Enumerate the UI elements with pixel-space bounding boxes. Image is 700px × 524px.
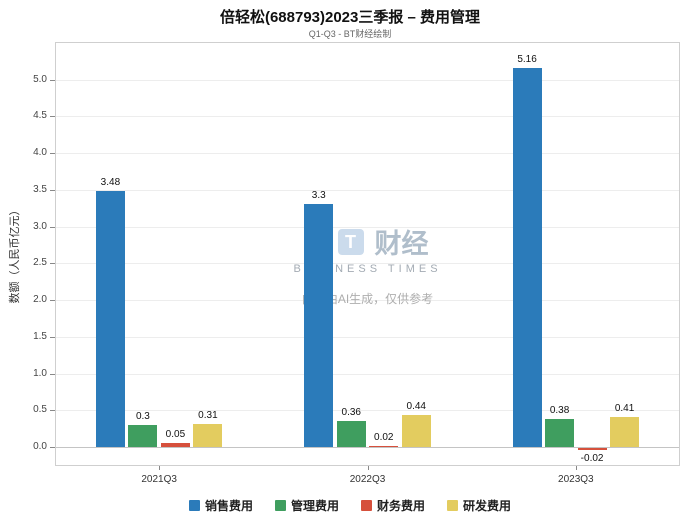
- bar-销售费用: [512, 67, 542, 447]
- bar-管理费用: [545, 419, 575, 447]
- bar-value-label: 3.3: [311, 190, 326, 202]
- bar-研发费用: [193, 424, 223, 447]
- gridline: [56, 153, 679, 154]
- y-tick-label: 5.0: [33, 73, 47, 85]
- gridline: [56, 226, 679, 228]
- y-tick-label: 1.0: [33, 367, 47, 379]
- legend: 销售费用 管理费用 财务费用 研发费用: [0, 497, 700, 514]
- y-tick-mark: [50, 447, 55, 448]
- bar-value-label: 0.36: [341, 406, 361, 418]
- bar-财务费用: [577, 448, 607, 450]
- legend-label: 研发费用: [463, 499, 512, 513]
- bar-value-label: 5.16: [517, 53, 537, 65]
- gridline: [56, 79, 679, 81]
- y-tick-mark: [50, 336, 55, 338]
- bar-value-label: 0.3: [135, 410, 150, 422]
- legend-swatch: [447, 500, 459, 511]
- bar-管理费用: [128, 424, 158, 447]
- x-tick-label: 2021Q3: [141, 474, 177, 485]
- y-tick-label: 2.0: [33, 294, 47, 305]
- bar-value-label: 0.44: [406, 400, 426, 412]
- legend-label: 管理费用: [290, 499, 339, 513]
- legend-item-销售费用[interactable]: 销售费用: [188, 497, 253, 514]
- y-tick-mark: [50, 263, 55, 265]
- gridline: [56, 410, 679, 412]
- bar-财务费用: [369, 445, 399, 447]
- bar-value-label: 0.38: [549, 405, 570, 417]
- y-tick-label: 3.0: [33, 220, 47, 232]
- bar-管理费用: [336, 420, 366, 447]
- y-tick-label: 1.5: [33, 330, 47, 342]
- x-tick-mark: [159, 466, 161, 470]
- gridline: [56, 189, 679, 191]
- y-tick-mark: [50, 373, 55, 375]
- chart-title: 倍轻松(688793)2023三季报 – 费用管理: [219, 9, 481, 26]
- y-tick-label: 0.5: [33, 404, 47, 416]
- gridline: [56, 300, 679, 301]
- y-tick-mark: [50, 300, 55, 301]
- bar-value-label: -0.02: [580, 452, 604, 464]
- legend-swatch: [361, 500, 372, 511]
- y-tick-mark: [50, 79, 55, 81]
- y-tick-label: 2.5: [33, 257, 47, 269]
- y-tick-mark: [50, 153, 55, 154]
- gridline: [56, 373, 679, 375]
- bar-财务费用: [160, 443, 190, 447]
- legend-label: 销售费用: [204, 499, 253, 513]
- bar-value-label: 0.02: [374, 431, 394, 443]
- bar-value-label: 0.05: [165, 429, 186, 441]
- bar-value-label: 3.48: [100, 177, 121, 189]
- bar-value-label: 0.41: [614, 402, 635, 414]
- y-tick-mark: [50, 410, 55, 412]
- legend-label: 财务费用: [377, 499, 426, 513]
- x-tick-label: 2022Q3: [349, 474, 386, 485]
- gridline: [56, 263, 679, 265]
- bar-研发费用: [610, 416, 640, 447]
- bar-研发费用: [401, 414, 431, 447]
- bar-销售费用: [95, 191, 125, 447]
- legend-item-研发费用[interactable]: 研发费用: [447, 497, 511, 514]
- y-tick-label: 0.0: [33, 441, 47, 452]
- y-tick-mark: [50, 226, 55, 228]
- x-tick-mark: [367, 466, 369, 470]
- y-tick-mark: [50, 116, 55, 118]
- legend-swatch: [188, 500, 200, 511]
- y-tick-label: 3.5: [33, 183, 47, 195]
- legend-item-管理费用[interactable]: 管理费用: [274, 497, 339, 514]
- y-tick-label: 4.5: [33, 110, 47, 122]
- gridline: [56, 336, 679, 338]
- x-tick-mark: [575, 466, 577, 470]
- x-tick-label: 2023Q3: [558, 474, 594, 485]
- y-tick-mark: [50, 189, 55, 191]
- legend-item-财务费用[interactable]: 财务费用: [361, 497, 425, 514]
- gridline: [56, 116, 679, 118]
- plot-area: [55, 42, 680, 466]
- legend-swatch: [274, 500, 286, 511]
- bar-value-label: 0.31: [198, 410, 218, 422]
- y-tick-label: 4.0: [33, 147, 47, 158]
- gridline: [56, 447, 679, 448]
- chart-subtitle: Q1-Q3 - BT财经绘制: [308, 29, 392, 39]
